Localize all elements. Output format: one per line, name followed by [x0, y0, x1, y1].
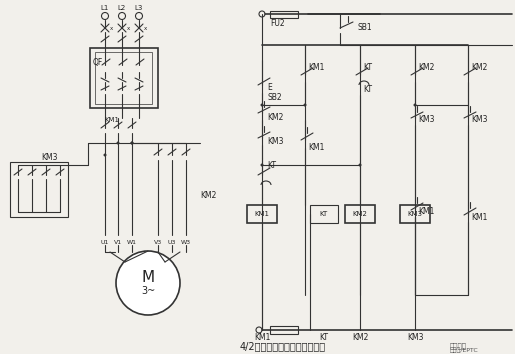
- Text: KT: KT: [267, 160, 276, 170]
- Bar: [90, 48, 158, 108]
- Text: KM3: KM3: [267, 137, 283, 147]
- Text: KT: KT: [320, 211, 328, 217]
- Text: 头条号/EPTC: 头条号/EPTC: [450, 347, 479, 353]
- Text: x: x: [109, 25, 113, 30]
- Text: KM2: KM2: [200, 190, 216, 200]
- Bar: [95, 52, 152, 104]
- Text: KM1: KM1: [254, 211, 269, 217]
- Circle shape: [358, 164, 362, 166]
- Text: M: M: [142, 270, 154, 285]
- Text: 4/2极双速电动机起动控制电路: 4/2极双速电动机起动控制电路: [240, 341, 326, 351]
- Text: KM2: KM2: [353, 211, 367, 217]
- Text: KM3: KM3: [42, 154, 58, 162]
- Text: KM1: KM1: [254, 332, 270, 342]
- Circle shape: [261, 103, 264, 107]
- Text: KM3: KM3: [407, 211, 422, 217]
- Text: SB1: SB1: [358, 23, 373, 33]
- Text: 3~: 3~: [141, 286, 155, 296]
- Text: U1: U1: [101, 240, 109, 245]
- Circle shape: [130, 142, 133, 144]
- Bar: [270, 11, 298, 18]
- Circle shape: [116, 251, 180, 315]
- Text: KM2: KM2: [418, 63, 434, 73]
- Text: KT: KT: [363, 63, 372, 73]
- Circle shape: [303, 103, 306, 107]
- Text: KM2: KM2: [471, 63, 487, 73]
- Circle shape: [414, 103, 417, 107]
- Text: KM2: KM2: [267, 114, 283, 122]
- Bar: [345, 205, 375, 223]
- Text: KM2: KM2: [352, 332, 368, 342]
- Text: x: x: [143, 25, 147, 30]
- Text: V1: V1: [114, 240, 122, 245]
- Text: V3: V3: [154, 240, 162, 245]
- Text: KM1: KM1: [105, 117, 119, 123]
- Bar: [270, 326, 298, 334]
- Text: QF: QF: [93, 58, 103, 68]
- Text: E: E: [267, 84, 272, 92]
- Text: KM3: KM3: [418, 115, 435, 125]
- Text: L2: L2: [118, 5, 126, 11]
- Text: SB2: SB2: [267, 92, 282, 102]
- Text: 技成培训: 技成培训: [450, 343, 467, 349]
- Bar: [10, 162, 68, 217]
- Text: W1: W1: [127, 240, 137, 245]
- Text: KT: KT: [363, 86, 372, 95]
- Circle shape: [261, 164, 264, 166]
- Bar: [400, 205, 430, 223]
- Text: KM3: KM3: [407, 332, 423, 342]
- Circle shape: [130, 142, 133, 144]
- Text: W3: W3: [181, 240, 191, 245]
- Text: KM1: KM1: [308, 63, 324, 73]
- Text: KM3: KM3: [471, 115, 488, 125]
- Text: KM1: KM1: [471, 213, 487, 223]
- Text: KT: KT: [319, 332, 329, 342]
- Circle shape: [104, 154, 107, 156]
- Bar: [310, 205, 338, 223]
- Bar: [247, 205, 277, 223]
- Text: U3: U3: [168, 240, 176, 245]
- Text: x: x: [126, 25, 130, 30]
- Text: L3: L3: [135, 5, 143, 11]
- Text: FU2: FU2: [270, 18, 285, 28]
- Text: KM1: KM1: [308, 143, 324, 153]
- Text: KM1: KM1: [418, 207, 434, 217]
- Circle shape: [116, 142, 119, 144]
- Text: L1: L1: [101, 5, 109, 11]
